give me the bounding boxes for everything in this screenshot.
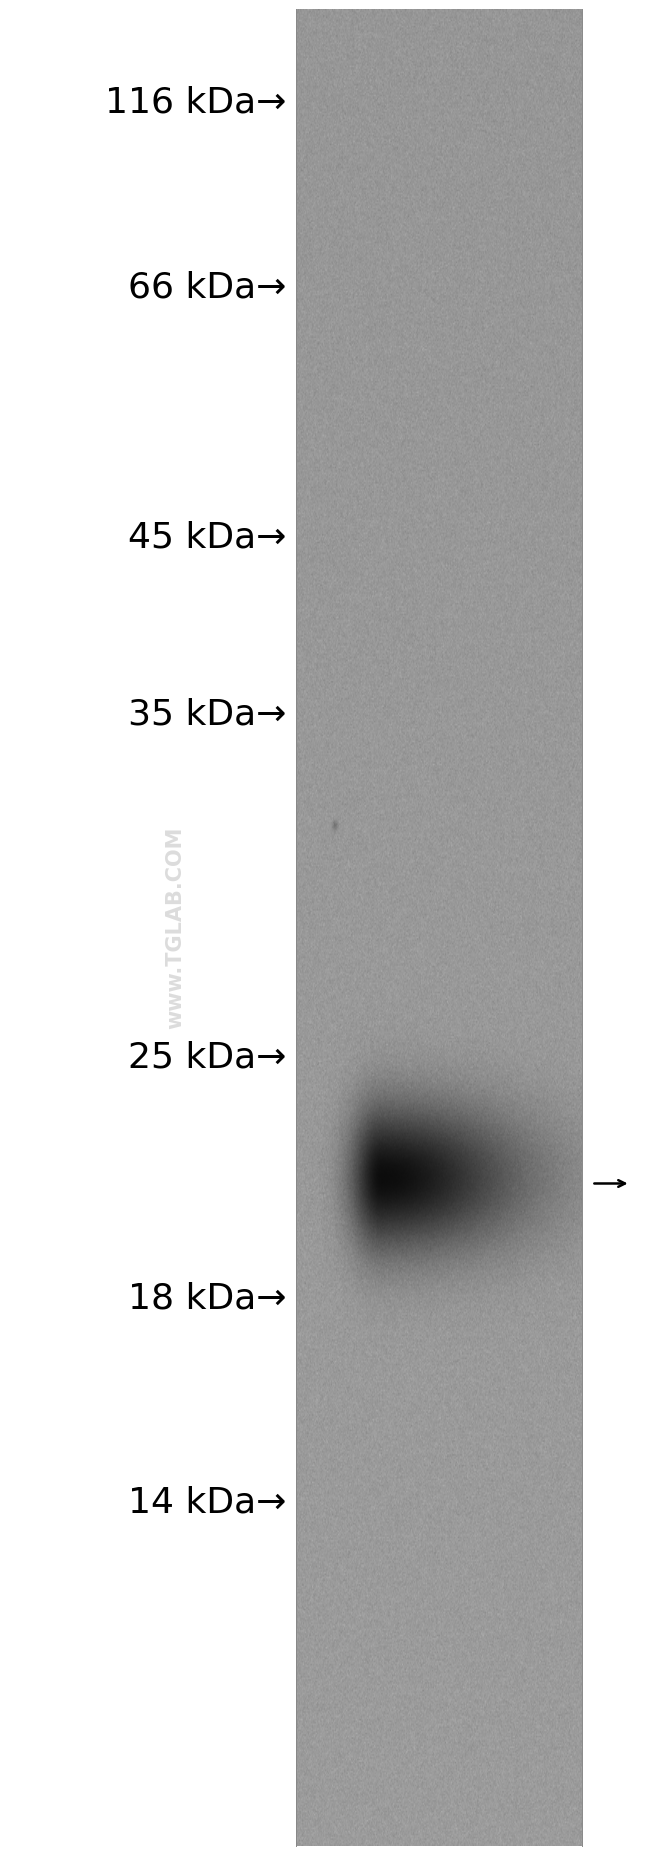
- Text: 116 kDa→: 116 kDa→: [105, 85, 286, 119]
- Text: 25 kDa→: 25 kDa→: [127, 1041, 286, 1074]
- Text: www.TGLAB.COM: www.TGLAB.COM: [166, 825, 185, 1030]
- Text: 45 kDa→: 45 kDa→: [127, 521, 286, 555]
- Text: 35 kDa→: 35 kDa→: [127, 697, 286, 731]
- Text: 66 kDa→: 66 kDa→: [127, 271, 286, 304]
- Text: 18 kDa→: 18 kDa→: [127, 1282, 286, 1315]
- Text: 14 kDa→: 14 kDa→: [127, 1486, 286, 1519]
